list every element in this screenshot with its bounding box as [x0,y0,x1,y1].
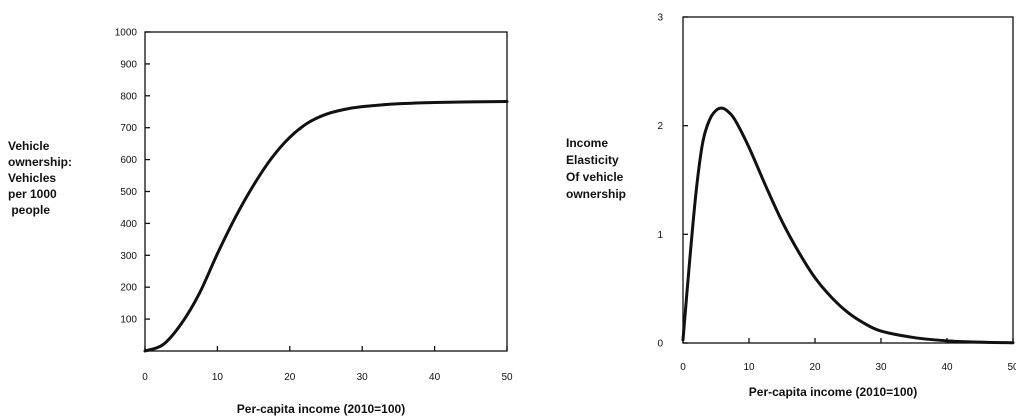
ownership-y-tick-label: 1000 [115,28,138,39]
ownership-y-tick-label: 100 [120,315,137,326]
elasticity-x-tick-label: 50 [1007,362,1016,373]
ownership-x-tick-label: 30 [357,372,369,383]
elasticity-series-line [681,106,1015,345]
ownership-y-axis-label-line: people [8,203,50,217]
ownership-y-tick-label: 200 [120,283,137,294]
elasticity-y-tick-label: 1 [657,230,663,241]
elasticity-x-axis-label: Per-capita income (2010=100) [749,385,917,399]
ownership-y-axis-label: Vehicle ownership: Vehicles per 1000 people [8,139,72,217]
ownership-y-tick-label: 600 [120,155,137,166]
elasticity-y-tick-label: 2 [657,121,663,132]
ownership-x-tick-label: 0 [142,372,148,383]
elasticity-y-axis-label: Income Elasticity Of vehicle ownership [566,136,626,201]
ownership-series-line [143,100,509,353]
ownership-y-tick-label: 700 [120,123,137,134]
ownership-x-tick-label: 40 [429,372,441,383]
ownership-y-tick-label: 300 [120,251,137,262]
ownership-plot-frame [144,31,508,352]
ownership-y-axis-label-line: ownership: [8,155,72,169]
elasticity-plot-frame [682,16,1014,344]
ownership-y-axis-label-line: per 1000 [8,187,57,201]
elasticity-y-axis-label-line: Elasticity [566,153,619,167]
ownership-y-tick-label: 400 [120,219,137,230]
ownership-y-axis-label-line: Vehicle [8,139,50,153]
elasticity-x-tick-label: 30 [875,362,887,373]
elasticity-x-tick-label: 10 [743,362,755,373]
elasticity-y-axis-label-line: ownership [566,187,626,201]
ownership-x-axis-label: Per-capita income (2010=100) [237,402,405,416]
ownership-y-tick-label: 900 [120,59,137,70]
elasticity-x-tick-label: 40 [941,362,953,373]
elasticity-y-tick-label: 3 [657,13,663,24]
vehicle-ownership-chart: 100 200 300 400 500 600 700 800 900 1000 0 10 20 30 40… [8,28,513,417]
elasticity-y-axis-label-line: Income [566,136,608,150]
ownership-y-tick-label: 800 [120,91,137,102]
ownership-x-tick-label: 10 [212,372,224,383]
ownership-y-axis-label-line: Vehicles [8,171,56,185]
elasticity-y-tick-label: 0 [657,339,663,350]
elasticity-x-tick-label: 0 [680,362,686,373]
ownership-x-tick-label: 50 [501,372,513,383]
elasticity-x-tick-label: 20 [809,362,821,373]
ownership-x-tick-label: 20 [284,372,296,383]
ownership-y-tick-label: 500 [120,187,137,198]
elasticity-y-axis-label-line: Of vehicle [566,170,624,184]
